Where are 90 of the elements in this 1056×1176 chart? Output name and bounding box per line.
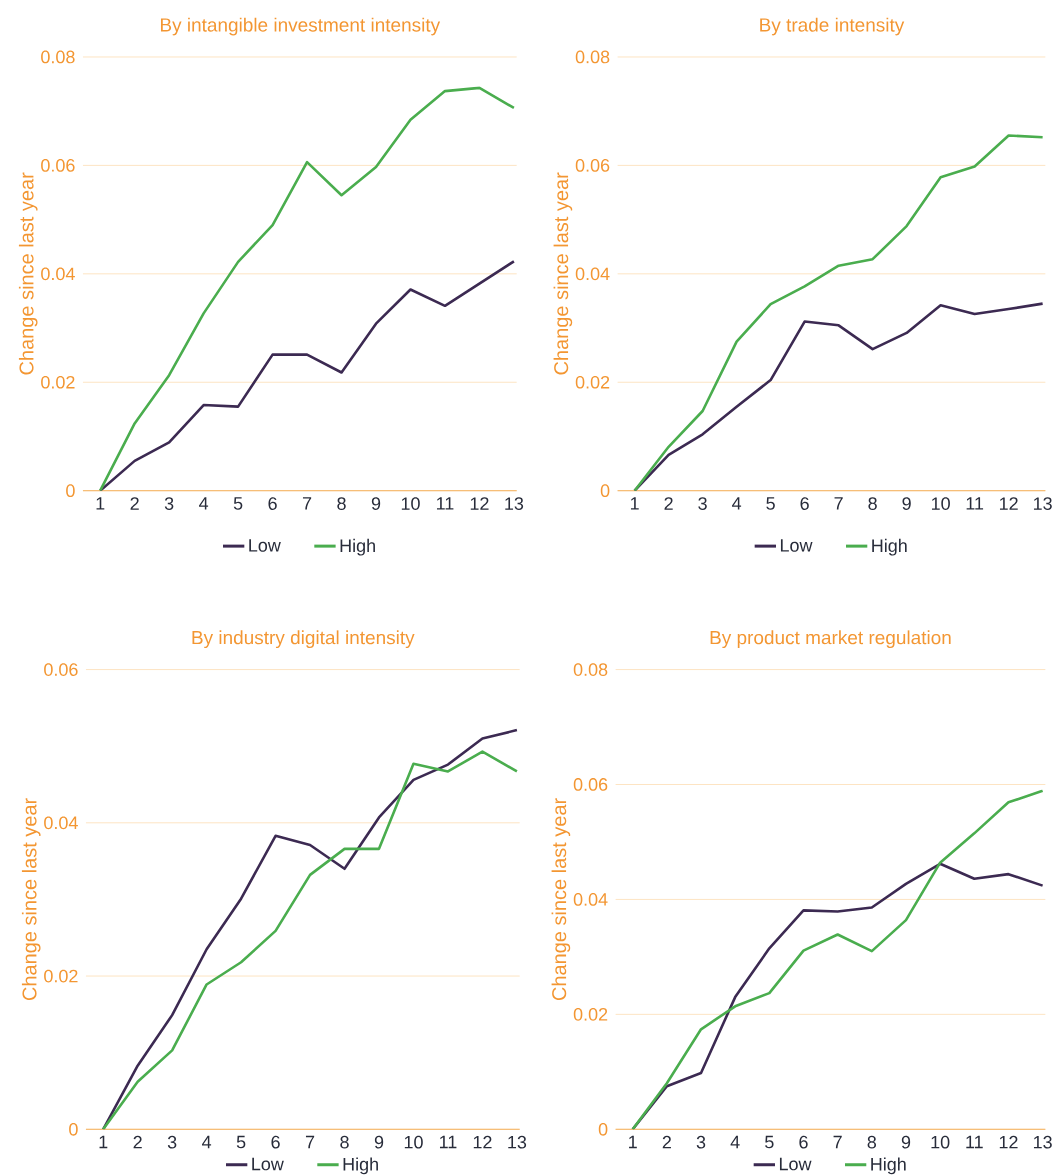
x-tick-label: 7 [834, 497, 843, 510]
line-series [633, 134, 1044, 491]
x-tick-label: 1 [99, 1135, 108, 1149]
y-tick-label: 0 [69, 1122, 78, 1136]
line-series [98, 86, 516, 491]
chart-title: By trade intensity [760, 17, 905, 36]
x-tick-label: 1 [96, 497, 105, 510]
y-tick-label: 0 [598, 1122, 608, 1136]
y-tick-label: 0.04 [41, 267, 75, 281]
y-axis-title: Change since last year [553, 172, 573, 375]
x-tick-label: 10 [401, 497, 420, 510]
x-tick-label: 5 [766, 497, 775, 510]
x-tick-label: 13 [1034, 497, 1052, 510]
x-tick-label: 4 [730, 1135, 740, 1149]
x-tick-label: 3 [698, 497, 707, 510]
x-tick-label: 6 [268, 497, 277, 510]
y-tick-label: 0.04 [44, 816, 78, 830]
x-tick-label: 4 [732, 497, 742, 510]
chart-title: By product market regulation [710, 630, 951, 649]
x-tick-label: 9 [371, 497, 381, 510]
y-tick-label: 0.08 [575, 50, 610, 64]
x-tick-label: 8 [337, 497, 346, 510]
x-tick-label: 13 [505, 497, 524, 510]
x-tick-label: 8 [867, 1135, 877, 1149]
x-tick-label: 4 [199, 497, 209, 510]
x-tick-label: 1 [629, 1135, 637, 1149]
y-axis-title: Change since last year [18, 172, 38, 375]
x-tick-label: 5 [236, 1135, 246, 1149]
legend-label: High [343, 1157, 378, 1175]
legend-label: Low [779, 1157, 812, 1171]
x-tick-label: 2 [130, 497, 139, 510]
x-tick-label: 6 [800, 497, 809, 510]
x-tick-label: 10 [931, 1135, 950, 1149]
legend-label: High [871, 1157, 906, 1175]
x-tick-label: 9 [374, 1135, 384, 1149]
y-tick-label: 0.06 [573, 778, 608, 791]
y-tick-label: 0.02 [575, 375, 610, 389]
x-tick-label: 11 [966, 1135, 983, 1149]
x-tick-label: 8 [340, 1135, 349, 1149]
x-tick-label: 5 [233, 497, 243, 510]
legend-label: Low [780, 539, 813, 552]
x-tick-label: 2 [662, 1135, 671, 1149]
x-tick-label: 10 [404, 1135, 423, 1149]
line-series [631, 789, 1044, 1130]
y-tick-label: 0.02 [44, 969, 78, 983]
x-tick-label: 5 [765, 1135, 774, 1149]
x-tick-label: 2 [664, 497, 673, 510]
x-tick-label: 12 [473, 1135, 492, 1149]
y-tick-label: 0.06 [41, 159, 75, 172]
x-tick-label: 12 [470, 497, 489, 510]
x-tick-label: 13 [1033, 1135, 1052, 1149]
x-tick-label: 12 [999, 1135, 1018, 1149]
x-tick-label: 11 [966, 497, 984, 510]
y-axis-title: Change since last year [551, 798, 571, 1001]
y-tick-label: 0 [600, 484, 610, 498]
x-tick-label: 7 [305, 1135, 315, 1149]
y-tick-label: 0.02 [41, 375, 75, 389]
x-tick-label: 8 [868, 497, 877, 510]
legend-label: High [872, 538, 907, 556]
y-tick-label: 0.08 [41, 50, 75, 64]
x-tick-label: 6 [271, 1135, 280, 1149]
legend-label: Low [252, 1157, 284, 1171]
x-tick-label: 11 [440, 1135, 457, 1149]
y-tick-label: 0.02 [573, 1007, 608, 1021]
chart-title: By industry digital intensity [192, 630, 415, 649]
x-tick-label: 10 [932, 497, 950, 510]
y-tick-label: 0.04 [575, 267, 610, 281]
legend-label: Low [249, 539, 281, 552]
y-tick-label: 0.06 [575, 159, 610, 172]
y-tick-label: 0.06 [44, 663, 78, 676]
x-tick-label: 4 [202, 1135, 212, 1149]
y-axis-title: Change since last year [21, 798, 41, 1001]
y-tick-label: 0.04 [573, 893, 608, 906]
x-tick-label: 11 [437, 497, 454, 510]
y-tick-label: 0.08 [573, 663, 608, 676]
legend-label: High [340, 538, 375, 556]
x-tick-label: 3 [164, 497, 174, 510]
x-tick-label: 7 [302, 497, 312, 510]
y-tick-label: 0 [66, 484, 75, 498]
x-tick-label: 7 [833, 1135, 842, 1149]
x-tick-label: 3 [167, 1135, 177, 1149]
x-tick-label: 13 [508, 1135, 527, 1149]
x-tick-label: 3 [696, 1135, 706, 1149]
x-tick-label: 1 [630, 497, 639, 510]
x-tick-label: 2 [133, 1135, 142, 1149]
x-tick-label: 9 [901, 1135, 911, 1149]
x-tick-label: 6 [799, 1135, 808, 1149]
x-tick-label: 12 [1000, 497, 1018, 510]
chart-title: By intangible investment intensity [161, 17, 441, 36]
x-tick-label: 9 [902, 497, 911, 510]
